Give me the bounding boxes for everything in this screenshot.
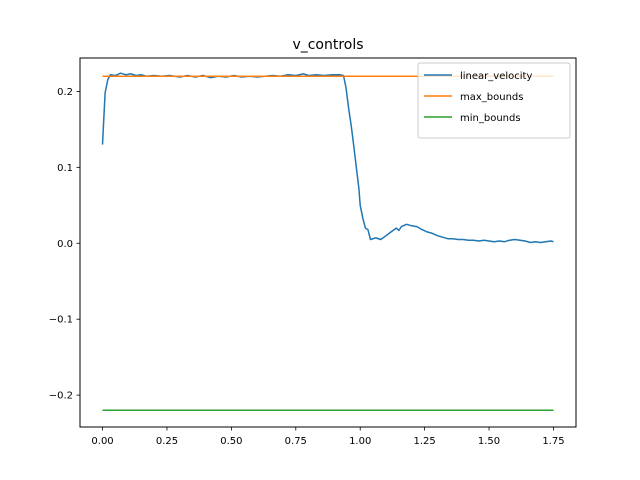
y-tick-label: 0.1 <box>57 163 73 174</box>
x-tick-label: 0.00 <box>91 436 113 447</box>
legend-label: linear_velocity <box>460 71 532 82</box>
x-tick-label: 1.50 <box>478 436 500 447</box>
x-axis: 0.00 0.25 0.50 0.75 1.00 1.25 1.50 1.75 <box>91 427 565 447</box>
x-tick-label: 1.00 <box>349 436 371 447</box>
x-tick-label: 0.75 <box>285 436 307 447</box>
legend-box <box>417 62 571 139</box>
x-tick-label: 0.25 <box>156 436 178 447</box>
x-tick-label: 1.25 <box>413 436 435 447</box>
plot-frame <box>79 57 577 428</box>
y-axis: −0.2 −0.1 0.0 0.1 0.2 <box>49 87 80 402</box>
x-tick-label: 0.50 <box>220 436 242 447</box>
y-tick-label: −0.1 <box>49 315 73 326</box>
y-tick-label: 0.2 <box>57 87 73 98</box>
series-line-linear-velocity <box>101 72 554 244</box>
legend: linear_velocity max_bounds min_bounds <box>417 62 571 139</box>
legend-label: min_bounds <box>460 113 521 124</box>
x-tick-label: 1.75 <box>542 436 564 447</box>
legend-label: max_bounds <box>460 92 524 103</box>
y-tick-label: 0.0 <box>57 239 73 250</box>
y-tick-label: −0.2 <box>49 391 73 402</box>
chart-title: v_controls <box>292 37 363 53</box>
